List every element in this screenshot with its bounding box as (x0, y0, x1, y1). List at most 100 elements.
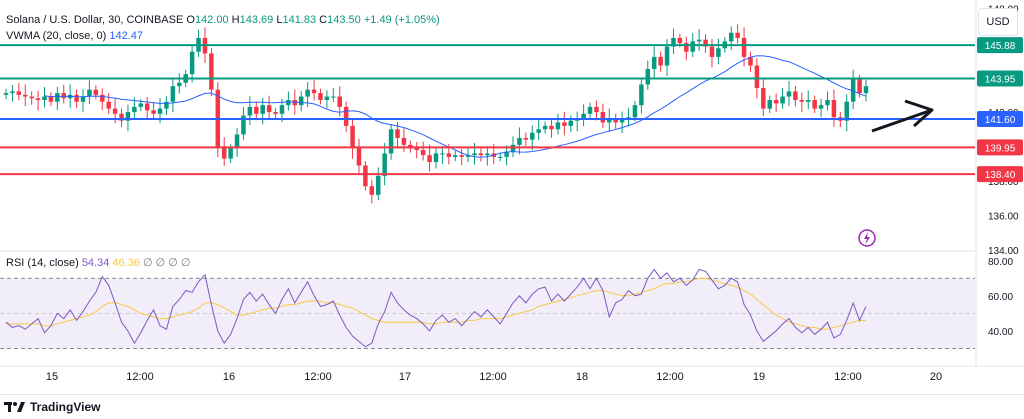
candle (260, 105, 265, 114)
candle (241, 115, 246, 135)
candle (247, 106, 253, 116)
candle (684, 43, 689, 52)
candle (568, 120, 574, 126)
candle (209, 53, 214, 90)
rsi-ma-value: 46.36 (112, 257, 140, 269)
candle (414, 148, 419, 150)
brand-name: TradingView (30, 400, 101, 414)
candle (427, 155, 432, 163)
time-tick-label: 20 (930, 371, 942, 383)
candle (87, 89, 92, 97)
candle (35, 98, 41, 100)
candle (55, 93, 60, 102)
price-tick-label: 138.00 (988, 177, 1019, 188)
rsi-value: 54.34 (81, 257, 110, 269)
trend-arrow-shaft[interactable] (871, 108, 933, 133)
rsi-line (5, 268, 867, 348)
candle (607, 118, 612, 123)
candle (440, 153, 445, 155)
bolt-glyph-icon (864, 232, 870, 245)
candle (298, 96, 304, 106)
candle (369, 186, 375, 195)
candle (254, 106, 259, 114)
vwma-value: 142.47 (109, 30, 143, 42)
candle (23, 94, 28, 97)
candle (279, 105, 285, 114)
candle (805, 100, 811, 102)
candle (594, 106, 599, 113)
candle (472, 153, 477, 156)
candle (703, 39, 708, 47)
candle (144, 103, 150, 111)
candle (485, 153, 490, 156)
level-label: 141.60 (985, 115, 1016, 126)
currency-button[interactable]: USD (978, 8, 1018, 36)
symbol-title: Solana / U.S. Dollar, 30, COINBASE (6, 14, 184, 26)
candle (420, 150, 426, 156)
candle (530, 132, 535, 140)
candle (844, 101, 849, 121)
candle (780, 96, 785, 104)
candle (93, 89, 99, 95)
candle (748, 56, 753, 66)
candle (831, 100, 837, 118)
candle (221, 146, 227, 159)
rsi-legend[interactable]: RSI (14, close) 54.34 46.36 ∅ ∅ ∅ ∅ (6, 256, 191, 269)
close-label: C (319, 14, 328, 26)
candle (164, 101, 169, 109)
candle (157, 108, 163, 114)
candle (42, 96, 47, 100)
candle (645, 68, 651, 85)
candle (863, 86, 869, 94)
candle (536, 129, 541, 133)
time-tick-label: 12:00 (304, 371, 332, 383)
candle (311, 89, 317, 94)
candle (29, 96, 34, 99)
tradingview-brand[interactable]: TradingView (4, 400, 100, 414)
candle (651, 56, 657, 69)
candle (581, 113, 586, 119)
candle (177, 82, 182, 87)
candle (613, 118, 618, 123)
candle (709, 46, 715, 57)
level-label-bg (977, 110, 1023, 127)
candle (170, 86, 176, 102)
candle (600, 112, 606, 123)
level-label-bg (977, 166, 1023, 183)
time-tick-label: 19 (753, 371, 765, 383)
candle (761, 87, 766, 109)
candle (728, 32, 734, 42)
time-tick-label: 17 (399, 371, 411, 383)
candle (857, 79, 862, 94)
change-value: +1.49 (+1.05%) (363, 14, 440, 26)
candle (395, 129, 400, 138)
candle (106, 101, 111, 109)
candle (132, 106, 137, 113)
candle (375, 175, 381, 195)
candle (3, 93, 9, 95)
candle (639, 84, 644, 106)
candle (189, 51, 195, 75)
candle (453, 155, 458, 157)
candle (497, 156, 503, 158)
candle (562, 122, 567, 126)
candle (433, 153, 439, 163)
candle (555, 122, 561, 130)
candle (542, 125, 548, 130)
candle (812, 100, 817, 109)
candle (234, 134, 240, 149)
candle (799, 100, 805, 102)
rsi-tick-label: 40.00 (988, 327, 1013, 338)
candle (74, 94, 79, 102)
footer-bar: TradingView (0, 394, 1024, 419)
candle (48, 96, 54, 102)
candle (401, 137, 407, 145)
vwma-legend[interactable]: VWMA (20, close, 0) 142.47 (6, 30, 143, 42)
candle (331, 96, 336, 98)
candle (266, 105, 272, 113)
candle (119, 113, 124, 121)
alert-bolt-icon[interactable] (858, 229, 876, 247)
level-label-bg (977, 139, 1023, 156)
